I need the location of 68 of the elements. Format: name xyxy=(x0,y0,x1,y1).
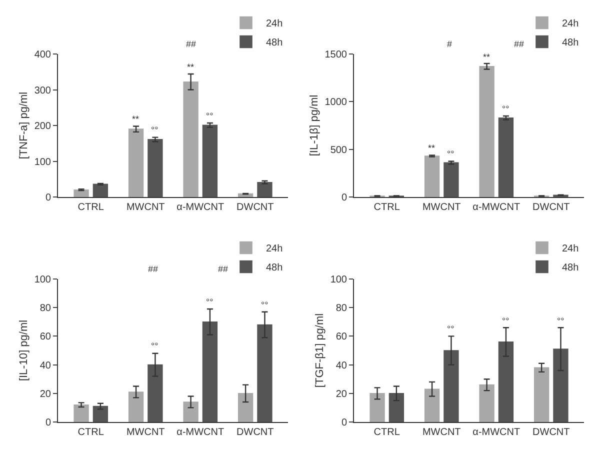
x-tick-label: DWCNT xyxy=(532,427,570,438)
y-tick-label: 80 xyxy=(336,303,348,314)
data-label: °° xyxy=(447,324,455,334)
x-tick-label: α-MWCNT xyxy=(472,202,520,213)
y-tick-label: 60 xyxy=(40,332,52,343)
y-tick-label: 400 xyxy=(34,50,52,60)
y-tick-label: 40 xyxy=(40,360,52,372)
legend-label: 24h xyxy=(562,18,579,30)
y-tick-label: 0 xyxy=(341,418,348,428)
x-tick-label: DWCNT xyxy=(236,427,274,438)
y-tick-label: 100 xyxy=(34,156,52,168)
text: ## xyxy=(218,264,228,274)
text: ## xyxy=(514,39,524,49)
x-tick-label: MWCNT xyxy=(126,427,165,438)
y-tick-label: 500 xyxy=(330,144,348,156)
legend-label: 48h xyxy=(266,262,283,274)
y-tick-label: 300 xyxy=(34,85,52,96)
text: ## xyxy=(186,39,196,49)
x-tick-label: DWCNT xyxy=(532,202,570,213)
x-tick-label: CTRL xyxy=(78,202,104,213)
data-label: ** xyxy=(483,52,490,62)
y-tick-label: 0 xyxy=(45,192,52,204)
x-tick-label: DWCNT xyxy=(236,202,274,213)
legend-label: 24h xyxy=(562,244,579,255)
data-label: °° xyxy=(557,316,565,326)
legend-label: 24h xyxy=(266,18,283,30)
data-label: °° xyxy=(261,300,269,310)
x-tick-label: MWCNT xyxy=(422,202,461,213)
data-label: °° xyxy=(206,111,214,121)
y-tick-label: 200 xyxy=(34,121,52,132)
y-tick-label: 1500 xyxy=(324,50,348,60)
y-tick-label: 1000 xyxy=(324,97,348,108)
data-label: °° xyxy=(447,149,455,159)
y-tick-label: 20 xyxy=(40,388,52,400)
y-tick-label: 40 xyxy=(336,360,348,372)
legend-label: 24h xyxy=(266,244,283,255)
x-tick-label: MWCNT xyxy=(422,427,461,438)
x-tick-label: MWCNT xyxy=(126,202,165,213)
text: ## xyxy=(148,264,158,274)
y-tick-label: 0 xyxy=(341,192,348,204)
y-tick-label: 20 xyxy=(336,388,348,400)
y-tick-label: 60 xyxy=(336,332,348,343)
legend-label: 48h xyxy=(266,38,283,49)
data-label: °° xyxy=(151,341,159,351)
data-label: °° xyxy=(502,316,510,326)
y-axis-title: [TGF-β1] pg/ml xyxy=(314,313,326,388)
y-tick-label: 100 xyxy=(34,274,52,286)
x-tick-label: α-MWCNT xyxy=(176,427,224,438)
y-axis-title: [TNF-a] pg/ml xyxy=(18,92,30,160)
y-axis-title: [IL-1β] pg/ml xyxy=(308,94,320,156)
x-tick-label: CTRL xyxy=(78,427,104,438)
legend-label: 48h xyxy=(562,262,579,274)
y-tick-label: 0 xyxy=(45,418,52,428)
x-tick-label: α-MWCNT xyxy=(472,427,520,438)
data-label: °° xyxy=(502,104,510,114)
y-tick-label: 100 xyxy=(330,274,348,286)
y-axis-title: [IL-10] pg/ml xyxy=(18,320,30,382)
legend-label: 48h xyxy=(562,38,579,49)
data-label: °° xyxy=(206,297,214,307)
y-tick-label: 80 xyxy=(40,303,52,314)
data-label: °° xyxy=(151,125,159,135)
x-tick-label: CTRL xyxy=(374,202,400,213)
data-label: ** xyxy=(132,114,140,124)
x-tick-label: α-MWCNT xyxy=(176,202,224,213)
data-label: ** xyxy=(428,143,436,153)
text: # xyxy=(447,39,452,49)
data-label: ** xyxy=(187,62,194,72)
x-tick-label: CTRL xyxy=(374,427,400,438)
